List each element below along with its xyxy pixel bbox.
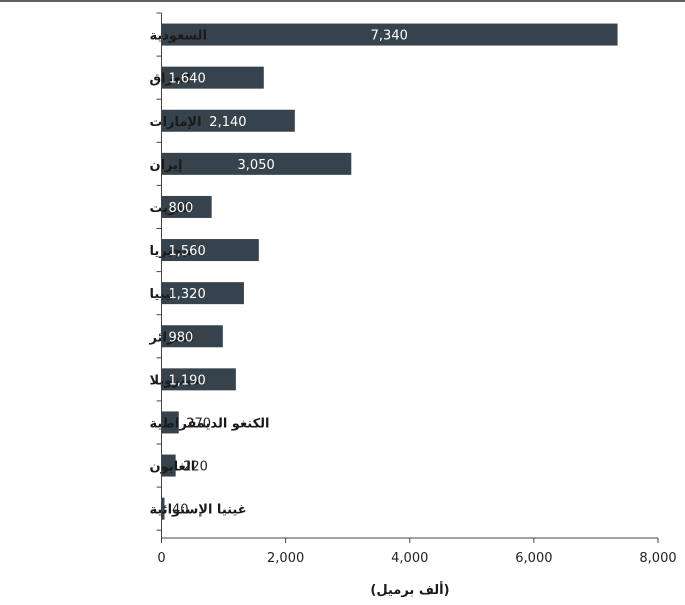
bar: [162, 454, 176, 477]
data-label: 800: [169, 201, 194, 216]
category-label: الجزائر: [149, 330, 194, 345]
x-tick-label: 4,000: [391, 551, 428, 566]
x-tick-label: 8,000: [639, 551, 676, 566]
category-label: إيران: [150, 158, 183, 173]
bar: [162, 152, 352, 175]
data-label: 980: [169, 330, 194, 345]
axis-layer: 0 2,000 4,000 6,000 8,000: [156, 12, 677, 566]
data-label: 40: [172, 503, 189, 518]
bar: [162, 109, 295, 132]
category-label: فينزويلا: [150, 373, 200, 388]
x-tick-label: 6,000: [515, 551, 552, 566]
x-axis-title: (ألف برميل): [370, 581, 449, 598]
category-label: غينيا الإستوائية: [150, 503, 247, 518]
data-label: 2,140: [209, 115, 246, 130]
data-label: 220: [183, 460, 208, 475]
category-label: السعودية: [150, 29, 208, 44]
data-label: 1,320: [169, 287, 206, 302]
category-label: العراق: [150, 72, 191, 87]
category-label: الإمارات: [150, 115, 202, 130]
bar: [162, 368, 236, 391]
data-label: 7,340: [371, 29, 408, 44]
bar: [162, 282, 244, 305]
bar: [162, 66, 264, 89]
bar: [162, 411, 179, 434]
data-label: 1,640: [169, 72, 206, 87]
data-label: 3,050: [238, 158, 275, 173]
bar: [162, 325, 223, 348]
data-label: 270: [186, 416, 211, 431]
category-label: نيجيريا: [150, 244, 193, 259]
x-tick-label: 0: [157, 551, 165, 566]
bar: [162, 195, 212, 218]
bar: [162, 497, 165, 520]
category-label: ليبيا: [150, 287, 176, 302]
x-tick-label: 2,000: [267, 551, 304, 566]
category-label: الكويت: [150, 201, 194, 216]
bar: [162, 23, 618, 46]
data-label: 1,190: [169, 373, 206, 388]
data-label: 1,560: [169, 244, 206, 259]
category-label: الغابون: [150, 460, 196, 475]
category-label: الكنغو الديمقراطية: [150, 416, 270, 431]
bar: [162, 239, 259, 262]
